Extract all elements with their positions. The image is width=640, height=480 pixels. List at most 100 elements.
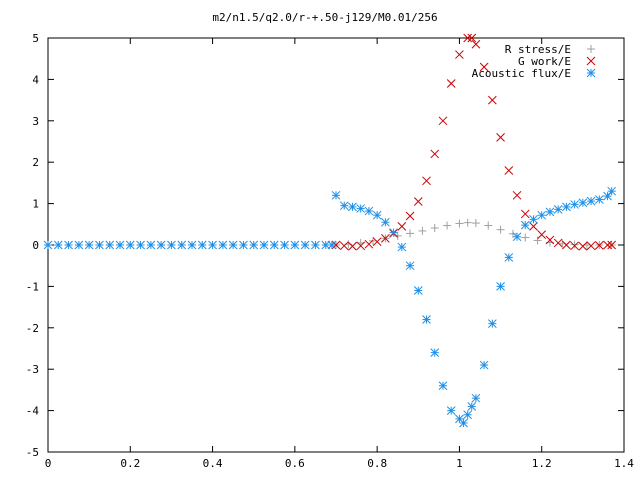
data-point [512,190,522,200]
data-point [125,240,135,250]
data-point [218,240,228,250]
data-point [422,176,431,186]
data-point [239,240,248,250]
data-point [348,241,357,251]
data-point [512,232,522,242]
data-point [413,286,423,295]
y-tick-label: -1 [26,280,39,293]
y-tick-label: 5 [32,32,39,45]
data-point [327,240,337,250]
data-point [570,241,579,251]
data-point [187,240,197,250]
data-point [356,241,366,251]
data-point [504,166,514,175]
data-point [418,226,427,235]
data-point [529,222,538,231]
data-point [364,239,374,249]
data-point [520,220,530,230]
data-point [156,240,166,250]
data-point [443,221,452,230]
data-point [578,241,588,251]
x-tick-label: 1.2 [532,457,552,470]
data-point [438,381,448,391]
data-point [364,206,374,216]
data-point [553,205,563,214]
data-point [430,149,440,159]
data-point [438,116,448,126]
data-point [430,348,440,357]
legend-label: G work/E [518,55,571,68]
data-point [586,241,596,251]
x-tick-label: 0 [45,457,52,470]
data-point [53,240,63,250]
data-point [471,393,481,403]
axes: 0 0.2 0.4 0.6 0.8 1 1.2 1.4 5 4 3 2 1 0 -1 -2 -3 -4 -5 [26,32,635,470]
data-point [479,62,489,72]
legend-marker [586,56,596,66]
data-point [95,240,104,250]
data-point [269,240,279,250]
data-point [389,228,398,237]
series-layer [43,33,617,428]
data-point [537,210,547,220]
data-point [533,236,542,245]
data-point [348,202,357,212]
data-point [422,315,431,324]
data-point [496,133,505,142]
legend-marker [586,68,596,78]
data-point [43,240,53,250]
data-point [446,406,456,415]
x-tick-label: 0.6 [285,457,305,470]
x-tick-label: 0.4 [203,457,223,470]
data-point [249,240,259,250]
x-tick-label: 1.4 [614,457,634,470]
legend-marker [587,45,595,53]
data-point [372,210,382,220]
data-point [177,240,187,250]
data-point [300,240,310,250]
series-star [43,186,617,428]
data-point [339,201,349,211]
data-point [484,221,493,230]
data-point [463,218,472,227]
data-point [259,240,269,250]
chart-title: m2/n1.5/q2.0/r-+.50-j129/M0.01/256 [212,11,437,24]
y-tick-label: -3 [26,363,39,376]
y-tick-label: -5 [26,446,39,459]
data-point [607,186,617,196]
data-point [545,235,555,245]
data-point [372,237,382,247]
data-point [430,224,439,233]
data-point [594,195,604,204]
x-tick-label: 0.2 [120,457,140,470]
data-point [508,229,517,238]
data-point [381,217,390,227]
data-point [459,418,468,428]
data-point [167,240,176,250]
data-point [446,79,456,88]
data-point [331,240,341,250]
data-point [228,240,238,250]
data-point [603,191,612,201]
legend-label: Acoustic flux/E [472,67,571,80]
data-point [311,240,320,250]
y-tick-label: -2 [26,322,39,335]
data-point [356,204,366,213]
data-point [115,240,125,250]
data-point [570,240,579,249]
data-point [487,95,497,105]
data-point [496,225,505,234]
data-point [381,234,390,243]
data-point [521,233,530,242]
data-point [105,240,115,250]
data-point [339,241,349,251]
y-tick-label: 0 [32,239,39,252]
data-point [455,50,464,59]
data-point [504,253,514,262]
data-point [471,219,480,228]
data-point [586,196,596,206]
data-point [405,211,415,221]
data-point [397,242,407,252]
y-tick-label: 3 [32,115,39,128]
